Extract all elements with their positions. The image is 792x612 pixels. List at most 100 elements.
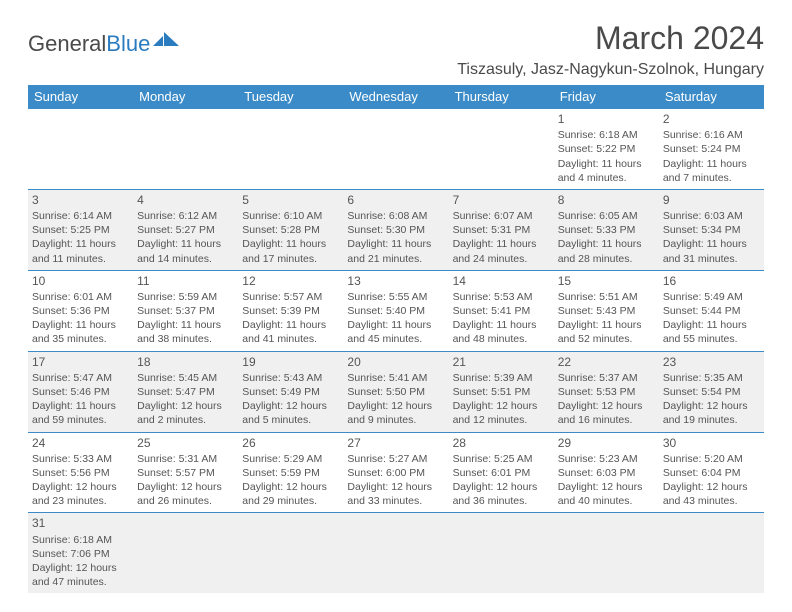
day-number: 21 bbox=[453, 354, 550, 370]
logo: GeneralBlue bbox=[28, 26, 179, 62]
day-info-line: and 52 minutes. bbox=[558, 332, 655, 346]
day-info-line: Sunset: 5:28 PM bbox=[242, 223, 339, 237]
day-info-line: Daylight: 11 hours bbox=[663, 318, 760, 332]
day-info-line: Sunset: 5:40 PM bbox=[347, 304, 444, 318]
day-info-line: and 26 minutes. bbox=[137, 494, 234, 508]
day-number: 17 bbox=[32, 354, 129, 370]
day-info-line: Sunset: 5:44 PM bbox=[663, 304, 760, 318]
day-info-line: Daylight: 11 hours bbox=[663, 237, 760, 251]
day-info-line: Sunrise: 5:25 AM bbox=[453, 452, 550, 466]
day-info-line: Sunrise: 6:16 AM bbox=[663, 128, 760, 142]
day-info-line: Sunrise: 6:14 AM bbox=[32, 209, 129, 223]
day-number: 1 bbox=[558, 111, 655, 127]
logo-text-1: General bbox=[28, 31, 106, 57]
day-info-line: Sunrise: 6:12 AM bbox=[137, 209, 234, 223]
day-info-line: Sunrise: 5:59 AM bbox=[137, 290, 234, 304]
day-info-line: and 4 minutes. bbox=[558, 171, 655, 185]
day-number: 11 bbox=[137, 273, 234, 289]
day-info-line: Sunset: 5:24 PM bbox=[663, 142, 760, 156]
calendar-cell: 7Sunrise: 6:07 AMSunset: 5:31 PMDaylight… bbox=[449, 189, 554, 270]
day-info-line: Sunset: 5:41 PM bbox=[453, 304, 550, 318]
weekday-header: Monday bbox=[133, 85, 238, 109]
day-info-line: Sunrise: 5:29 AM bbox=[242, 452, 339, 466]
day-info-line: Sunrise: 6:18 AM bbox=[32, 533, 129, 547]
calendar-cell bbox=[554, 513, 659, 593]
calendar-cell: 8Sunrise: 6:05 AMSunset: 5:33 PMDaylight… bbox=[554, 189, 659, 270]
calendar-cell: 9Sunrise: 6:03 AMSunset: 5:34 PMDaylight… bbox=[659, 189, 764, 270]
calendar-cell: 14Sunrise: 5:53 AMSunset: 5:41 PMDayligh… bbox=[449, 270, 554, 351]
day-info-line: Sunrise: 5:55 AM bbox=[347, 290, 444, 304]
calendar-cell bbox=[238, 109, 343, 190]
calendar-cell: 2Sunrise: 6:16 AMSunset: 5:24 PMDaylight… bbox=[659, 109, 764, 190]
calendar-cell: 23Sunrise: 5:35 AMSunset: 5:54 PMDayligh… bbox=[659, 351, 764, 432]
header: GeneralBlue March 2024 Tiszasuly, Jasz-N… bbox=[28, 20, 764, 79]
day-info-line: and 38 minutes. bbox=[137, 332, 234, 346]
day-info-line: and 23 minutes. bbox=[32, 494, 129, 508]
day-info-line: Sunset: 5:27 PM bbox=[137, 223, 234, 237]
day-info-line: Sunrise: 6:03 AM bbox=[663, 209, 760, 223]
day-number: 20 bbox=[347, 354, 444, 370]
day-info-line: Sunrise: 6:05 AM bbox=[558, 209, 655, 223]
day-number: 18 bbox=[137, 354, 234, 370]
day-info-line: Daylight: 11 hours bbox=[32, 318, 129, 332]
day-number: 28 bbox=[453, 435, 550, 451]
day-number: 29 bbox=[558, 435, 655, 451]
day-info-line: Sunrise: 6:01 AM bbox=[32, 290, 129, 304]
calendar-cell: 16Sunrise: 5:49 AMSunset: 5:44 PMDayligh… bbox=[659, 270, 764, 351]
day-number: 31 bbox=[32, 515, 129, 531]
day-info-line: Sunset: 5:56 PM bbox=[32, 466, 129, 480]
calendar-cell: 4Sunrise: 6:12 AMSunset: 5:27 PMDaylight… bbox=[133, 189, 238, 270]
day-info-line: Sunrise: 5:35 AM bbox=[663, 371, 760, 385]
calendar-cell: 27Sunrise: 5:27 AMSunset: 6:00 PMDayligh… bbox=[343, 432, 448, 513]
day-info-line: Sunset: 6:03 PM bbox=[558, 466, 655, 480]
calendar-row: 31Sunrise: 6:18 AMSunset: 7:06 PMDayligh… bbox=[28, 513, 764, 593]
day-info-line: Sunrise: 5:47 AM bbox=[32, 371, 129, 385]
day-number: 10 bbox=[32, 273, 129, 289]
calendar-row: 1Sunrise: 6:18 AMSunset: 5:22 PMDaylight… bbox=[28, 109, 764, 190]
day-info-line: Daylight: 12 hours bbox=[242, 399, 339, 413]
day-info-line: Sunset: 5:33 PM bbox=[558, 223, 655, 237]
calendar-cell: 21Sunrise: 5:39 AMSunset: 5:51 PMDayligh… bbox=[449, 351, 554, 432]
day-info-line: and 24 minutes. bbox=[453, 252, 550, 266]
day-info-line: Daylight: 11 hours bbox=[32, 399, 129, 413]
day-info-line: Sunrise: 5:43 AM bbox=[242, 371, 339, 385]
calendar-row: 17Sunrise: 5:47 AMSunset: 5:46 PMDayligh… bbox=[28, 351, 764, 432]
calendar-cell: 29Sunrise: 5:23 AMSunset: 6:03 PMDayligh… bbox=[554, 432, 659, 513]
calendar-cell bbox=[133, 513, 238, 593]
day-info-line: Sunset: 5:57 PM bbox=[137, 466, 234, 480]
day-info-line: and 33 minutes. bbox=[347, 494, 444, 508]
day-info-line: Sunrise: 5:49 AM bbox=[663, 290, 760, 304]
day-number: 26 bbox=[242, 435, 339, 451]
day-info-line: and 55 minutes. bbox=[663, 332, 760, 346]
calendar-cell: 18Sunrise: 5:45 AMSunset: 5:47 PMDayligh… bbox=[133, 351, 238, 432]
calendar-cell: 3Sunrise: 6:14 AMSunset: 5:25 PMDaylight… bbox=[28, 189, 133, 270]
day-number: 15 bbox=[558, 273, 655, 289]
day-info-line: Sunset: 5:47 PM bbox=[137, 385, 234, 399]
calendar-cell: 13Sunrise: 5:55 AMSunset: 5:40 PMDayligh… bbox=[343, 270, 448, 351]
weekday-header: Sunday bbox=[28, 85, 133, 109]
calendar-cell: 20Sunrise: 5:41 AMSunset: 5:50 PMDayligh… bbox=[343, 351, 448, 432]
calendar-cell: 24Sunrise: 5:33 AMSunset: 5:56 PMDayligh… bbox=[28, 432, 133, 513]
day-info-line: and 11 minutes. bbox=[32, 252, 129, 266]
day-info-line: Daylight: 11 hours bbox=[242, 318, 339, 332]
day-number: 12 bbox=[242, 273, 339, 289]
day-info-line: and 12 minutes. bbox=[453, 413, 550, 427]
day-info-line: Sunset: 5:59 PM bbox=[242, 466, 339, 480]
day-info-line: Sunset: 5:53 PM bbox=[558, 385, 655, 399]
day-info-line: Sunset: 5:30 PM bbox=[347, 223, 444, 237]
day-number: 13 bbox=[347, 273, 444, 289]
calendar-cell: 28Sunrise: 5:25 AMSunset: 6:01 PMDayligh… bbox=[449, 432, 554, 513]
day-number: 23 bbox=[663, 354, 760, 370]
day-number: 9 bbox=[663, 192, 760, 208]
month-title: March 2024 bbox=[457, 20, 764, 57]
day-info-line: and 29 minutes. bbox=[242, 494, 339, 508]
calendar-cell: 10Sunrise: 6:01 AMSunset: 5:36 PMDayligh… bbox=[28, 270, 133, 351]
day-info-line: and 40 minutes. bbox=[558, 494, 655, 508]
day-info-line: and 17 minutes. bbox=[242, 252, 339, 266]
calendar-cell: 19Sunrise: 5:43 AMSunset: 5:49 PMDayligh… bbox=[238, 351, 343, 432]
day-info-line: Sunset: 5:31 PM bbox=[453, 223, 550, 237]
day-number: 30 bbox=[663, 435, 760, 451]
calendar-cell: 11Sunrise: 5:59 AMSunset: 5:37 PMDayligh… bbox=[133, 270, 238, 351]
day-info-line: and 28 minutes. bbox=[558, 252, 655, 266]
day-info-line: Sunset: 6:04 PM bbox=[663, 466, 760, 480]
